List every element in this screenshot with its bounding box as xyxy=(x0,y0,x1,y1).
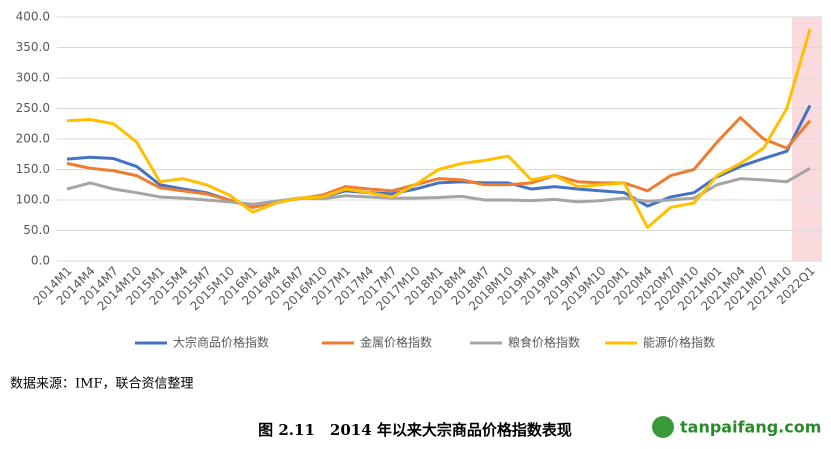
y-tick-label: 400.0 xyxy=(16,10,50,24)
y-tick-label: 200.0 xyxy=(16,132,50,146)
legend-label: 大宗商品价格指数 xyxy=(173,335,269,350)
series-line xyxy=(66,166,811,206)
series-line xyxy=(66,116,812,209)
y-tick-label: 300.0 xyxy=(16,71,50,85)
watermark-icon xyxy=(652,416,674,438)
y-tick-label: 0.0 xyxy=(31,254,50,268)
y-tick-label: 100.0 xyxy=(16,193,50,207)
caption: 图 2.11 2014 年以来大宗商品价格指数表现 xyxy=(258,421,572,439)
watermark: tanpaifang.com xyxy=(680,418,821,437)
source: 数据来源：IMF，联合资信整理 xyxy=(10,377,193,392)
series-line xyxy=(66,104,812,209)
legend-label: 能源价格指数 xyxy=(643,335,715,350)
y-tick-label: 350.0 xyxy=(16,40,50,54)
legend-label: 金属价格指数 xyxy=(360,335,432,350)
legend-label: 粮食价格指数 xyxy=(508,335,580,350)
y-tick-label: 150.0 xyxy=(16,162,50,176)
series-line xyxy=(66,28,812,229)
y-tick-label: 50.0 xyxy=(23,223,50,237)
y-tick-label: 250.0 xyxy=(16,101,50,115)
